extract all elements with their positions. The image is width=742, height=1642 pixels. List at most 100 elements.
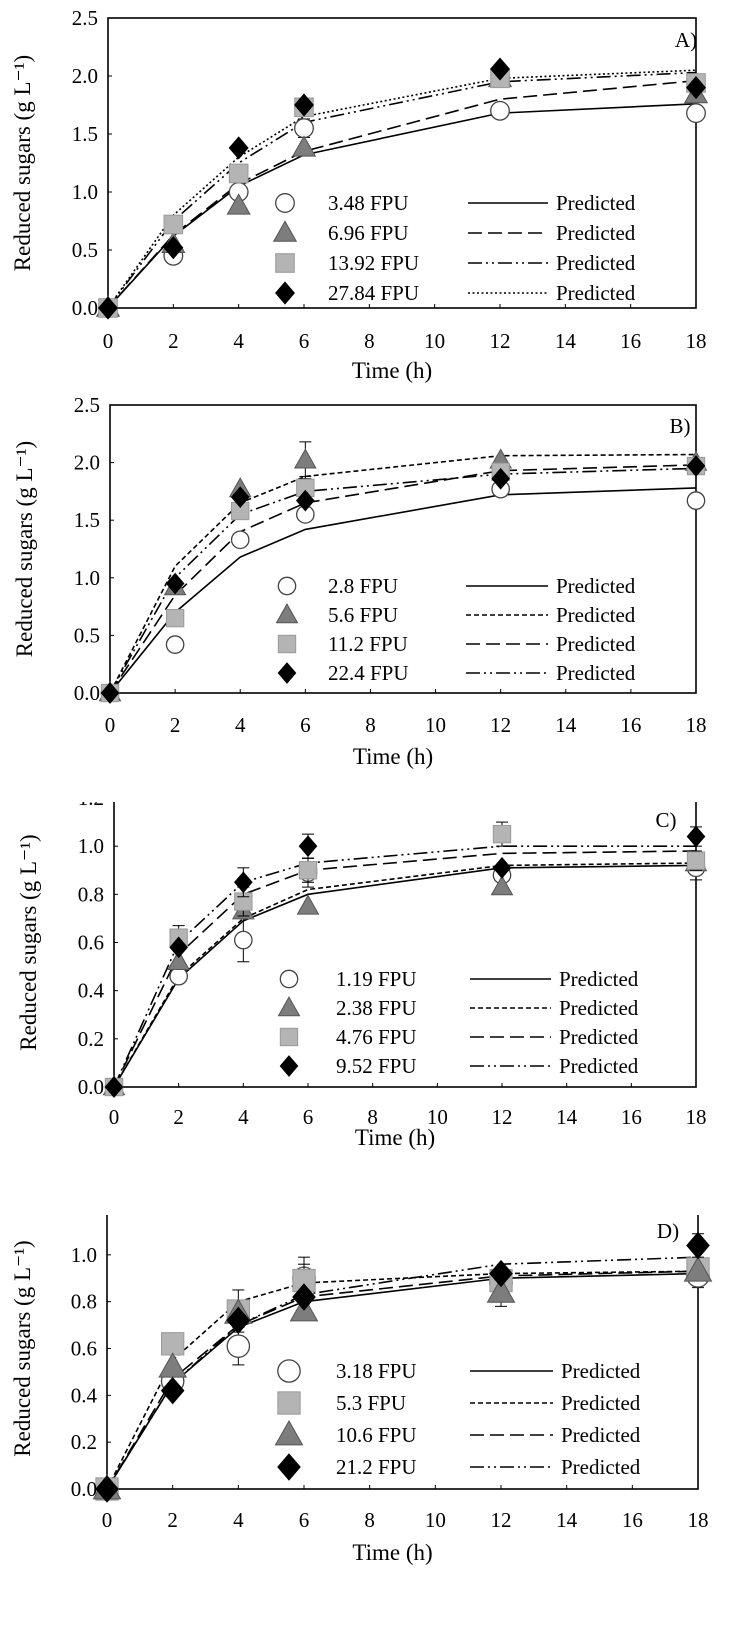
x-tick-label: 16 <box>620 713 641 737</box>
data-point <box>490 100 510 121</box>
x-tick-label: 10 <box>424 329 445 353</box>
predicted-line <box>113 864 697 1088</box>
legend-predicted-label: Predicted <box>559 1025 639 1049</box>
x-axis-title: Time (h) <box>352 1540 432 1565</box>
x-tick-label: 12 <box>490 713 511 737</box>
data-point <box>104 1076 124 1098</box>
y-tick-label: 2.0 <box>72 64 98 88</box>
data-point <box>100 682 120 704</box>
legend-marker <box>277 1359 301 1383</box>
legend-predicted-label: Predicted <box>556 281 636 305</box>
data-point <box>686 103 706 124</box>
x-tick-label: 0 <box>102 1508 113 1532</box>
data-point <box>228 163 249 184</box>
y-tick-label: 0.2 <box>71 1430 97 1454</box>
plot-area <box>102 802 708 1098</box>
y-tick-label: 0.5 <box>74 623 100 647</box>
y-tick-label: 0.6 <box>78 931 104 955</box>
x-tick-label: 8 <box>367 1105 378 1129</box>
data-point <box>169 936 189 959</box>
data-point <box>233 871 253 894</box>
x-tick-label: 2 <box>168 329 179 353</box>
data-point <box>294 93 314 117</box>
legend: 2.8 FPU Predicted 5.6 FPU Predicted 11.2 FPU… <box>275 574 636 685</box>
x-tick-label: 4 <box>233 1508 244 1532</box>
plot-frame <box>109 404 697 694</box>
panel-label: C) <box>656 808 677 832</box>
y-tick-label: 2.5 <box>74 396 100 417</box>
data-point <box>291 135 317 157</box>
data-point <box>686 491 706 510</box>
chart-panel-b: 0 2 4 6 8 10 12 14 16 18 0.0 0.5 1.0 1.5 2.0 2.5 Time (h… <box>0 396 742 806</box>
data-point <box>490 875 514 896</box>
data-point <box>686 825 706 848</box>
x-tick-label: 10 <box>425 713 446 737</box>
legend-series-label: 5.3 FPU <box>336 1391 406 1415</box>
data-point <box>161 1332 185 1356</box>
data-point <box>491 467 511 490</box>
data-point <box>296 894 320 915</box>
y-tick-label: 1.5 <box>74 508 100 532</box>
x-tick-label: 18 <box>688 1508 709 1532</box>
y-tick-label: 0.8 <box>71 1290 97 1314</box>
y-tick-label: 1.0 <box>71 1243 97 1267</box>
data-point <box>492 856 512 879</box>
legend-marker <box>275 253 295 273</box>
data-point <box>165 635 185 654</box>
legend-series-label: 9.52 FPU <box>336 1054 417 1078</box>
legend-predicted-label: Predicted <box>559 967 639 991</box>
x-tick-label: 12 <box>490 329 511 353</box>
legend-predicted-label: Predicted <box>561 1455 641 1479</box>
y-axis-title: Reduced sugars (g L⁻¹) <box>12 441 37 657</box>
data-point <box>686 851 706 870</box>
data-point <box>95 1475 119 1503</box>
y-tick-label: 2.5 <box>72 6 98 30</box>
data-point <box>298 861 318 880</box>
legend: 3.18 FPU Predicted 5.3 FPU Predicted 10.6 FP… <box>274 1359 641 1481</box>
legend-series-label: 1.19 FPU <box>336 967 417 991</box>
y-tick-label: 1.0 <box>74 566 100 590</box>
predicted-line <box>107 69 697 309</box>
series-diamond <box>95 1231 710 1503</box>
x-tick-label: 6 <box>303 1105 314 1129</box>
x-tick-label: 14 <box>555 329 577 353</box>
x-tick-label: 16 <box>621 1105 642 1129</box>
legend-predicted-label: Predicted <box>556 661 636 685</box>
legend-series-label: 11.2 FPU <box>328 632 408 656</box>
data-point <box>158 1352 188 1378</box>
x-tick-label: 0 <box>109 1105 120 1129</box>
data-point <box>686 455 706 477</box>
data-point <box>683 1256 713 1282</box>
legend-series-label: 22.4 FPU <box>328 661 409 685</box>
legend-predicted-label: Predicted <box>561 1359 641 1383</box>
panel-label: B) <box>670 414 691 438</box>
data-point <box>98 296 118 320</box>
data-point <box>686 1231 710 1260</box>
legend-series-label: 2.38 FPU <box>336 996 417 1020</box>
x-tick-label: 14 <box>556 1508 578 1532</box>
y-axis-title: Reduced sugars (g L⁻¹) <box>10 55 35 271</box>
x-tick-label: 8 <box>364 1508 375 1532</box>
data-point <box>226 1306 251 1335</box>
x-axis-title: Time (h) <box>353 744 433 769</box>
x-tick-label: 18 <box>686 713 707 737</box>
x-tick-label: 2 <box>167 1508 178 1532</box>
legend-marker <box>275 281 295 305</box>
predicted-line <box>106 1256 699 1490</box>
x-tick-label: 12 <box>492 1105 513 1129</box>
chart-a-svg: 0 2 4 6 8 10 12 14 16 18 0.0 0.5 1.0 1.5 2.0 2.5 Time (h… <box>10 6 709 383</box>
data-point <box>226 1334 251 1358</box>
x-tick-label: 10 <box>427 1105 448 1129</box>
x-tick-label: 0 <box>105 713 116 737</box>
legend-predicted-label: Predicted <box>556 251 636 275</box>
y-tick-label: 0.6 <box>71 1337 97 1361</box>
legend-series-label: 5.6 FPU <box>328 603 398 627</box>
legend-marker <box>279 1027 299 1047</box>
legend-predicted-label: Predicted <box>556 574 636 598</box>
y-tick-label: 0.0 <box>74 681 100 705</box>
y-tick-label: 0.4 <box>71 1383 98 1407</box>
predicted-line <box>107 79 697 309</box>
x-tick-label: 2 <box>170 713 181 737</box>
legend-series-label: 13.92 FPU <box>328 251 419 275</box>
predicted-line <box>113 845 696 1088</box>
